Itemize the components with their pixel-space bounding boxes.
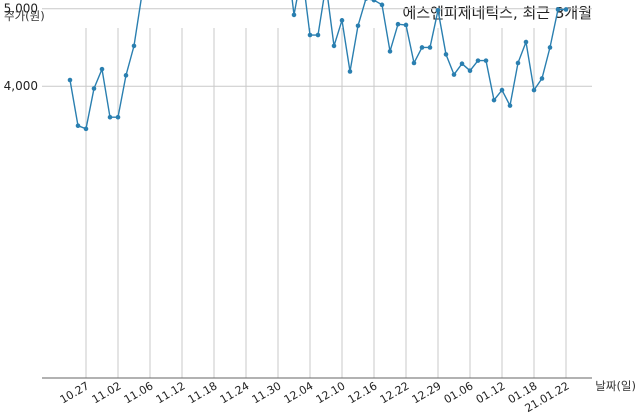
- x-axis-label: 날짜(일): [595, 379, 636, 393]
- data-point: [515, 60, 521, 66]
- x-tick-label: 12.16: [346, 379, 380, 406]
- y-tick-label: 4,000: [4, 79, 38, 93]
- x-tick-label: 11.12: [154, 379, 188, 406]
- data-point: [107, 114, 113, 120]
- y-axis-label: 주가(원): [4, 9, 45, 23]
- x-tick-label: 11.18: [186, 379, 220, 406]
- data-point: [547, 45, 553, 50]
- grid: [42, 8, 592, 378]
- data-point: [499, 87, 505, 93]
- data-point: [339, 18, 345, 23]
- x-tick-label: 10.27: [58, 379, 92, 406]
- data-point: [435, 7, 441, 13]
- data-point: [307, 32, 313, 38]
- data-point: [507, 103, 513, 108]
- data-point: [419, 45, 425, 50]
- data-point: [491, 97, 497, 103]
- data-point: [459, 61, 465, 67]
- data-point: [131, 43, 137, 49]
- x-tick-label: 12.04: [282, 379, 316, 406]
- y-tick-label: 5,000: [4, 2, 38, 16]
- data-point: [371, 0, 377, 3]
- data-point: [467, 68, 473, 73]
- data-point: [315, 32, 321, 38]
- x-tick-label: 01.06: [442, 379, 476, 406]
- data-point: [451, 72, 457, 77]
- data-point: [379, 2, 385, 8]
- data-point: [355, 23, 361, 29]
- x-tick-label: 12.10: [314, 379, 348, 406]
- x-tick-labels: 10.2711.0211.0611.1211.1811.2411.3012.04…: [58, 379, 572, 415]
- x-tick-label: 12.22: [378, 379, 412, 406]
- data-point: [531, 87, 537, 93]
- data-point: [427, 45, 433, 50]
- data-point: [475, 58, 481, 63]
- x-tick-label: 11.30: [250, 379, 284, 406]
- data-point: [555, 7, 561, 12]
- x-tick-label: 01.12: [474, 379, 508, 406]
- x-tick-label: 11.06: [122, 379, 156, 406]
- data-point: [99, 66, 105, 72]
- data-point: [364, 0, 368, 1]
- chart-title: 에스엔피제네틱스, 최근 3개월: [403, 4, 592, 22]
- data-point: [91, 86, 97, 91]
- data-point: [411, 60, 417, 66]
- data-point: [443, 52, 449, 57]
- x-tick-label: 11.02: [90, 379, 124, 406]
- data-point: [331, 43, 337, 49]
- data-point: [291, 12, 297, 18]
- data-point: [83, 126, 89, 132]
- data-point: [347, 69, 353, 74]
- data-point: [563, 7, 569, 12]
- data-point: [403, 22, 409, 28]
- data-point: [67, 77, 73, 83]
- data-point: [395, 21, 401, 27]
- data-point: [75, 123, 81, 129]
- data-point: [123, 73, 129, 78]
- data-point: [523, 39, 529, 45]
- data-point: [115, 114, 121, 120]
- data-point: [387, 49, 393, 54]
- data-point: [539, 76, 545, 81]
- series-price: [67, 0, 569, 132]
- x-tick-label: 11.24: [218, 379, 252, 406]
- data-point: [483, 58, 489, 63]
- x-tick-label: 12.29: [410, 379, 444, 406]
